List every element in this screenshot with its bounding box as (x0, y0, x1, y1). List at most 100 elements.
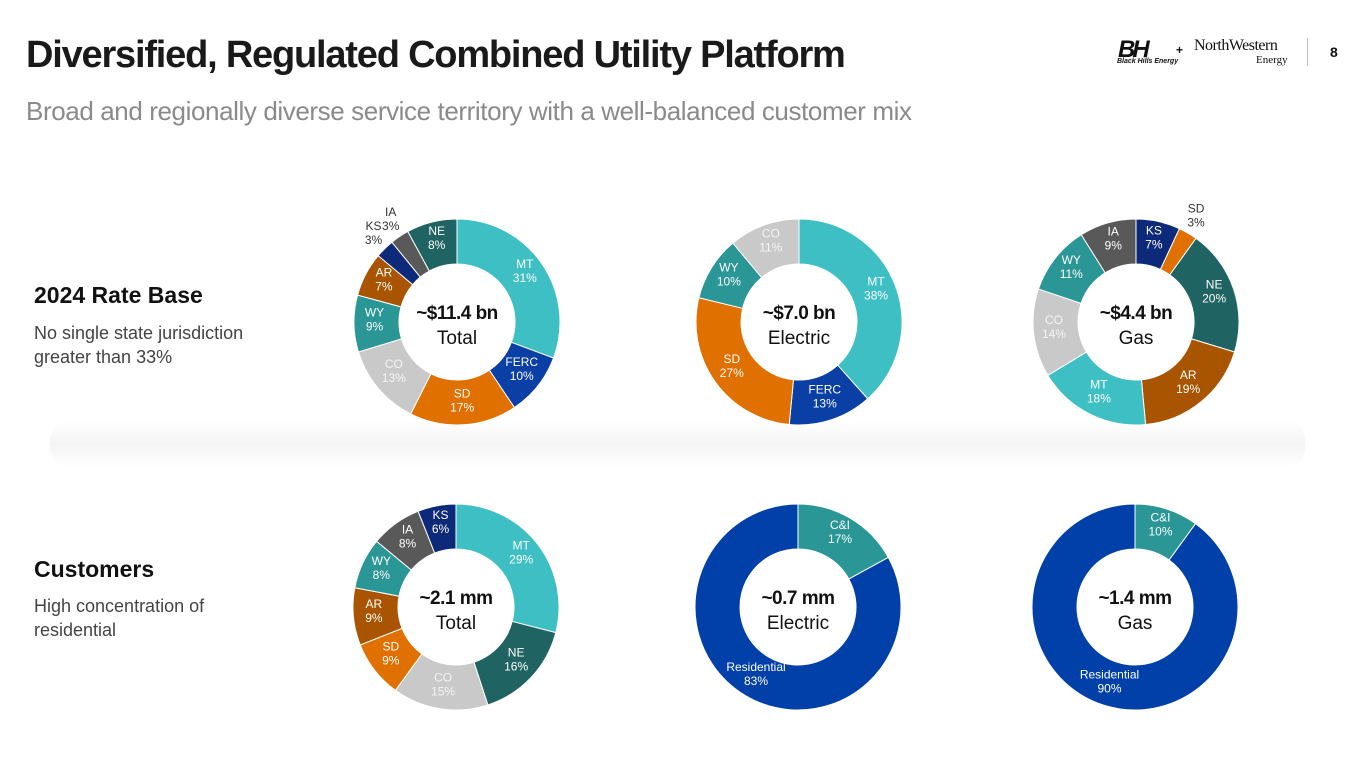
slice-label: MT 29% (509, 538, 533, 566)
center-label: ~0.7 mm (761, 588, 834, 609)
slice-category: AR (366, 597, 383, 611)
slice-value: 9% (366, 319, 384, 333)
slice-label: CO 13% (382, 357, 406, 385)
logo-plus: + (1176, 43, 1184, 57)
slice-label: KS 6% (432, 508, 450, 536)
slice-value: 20% (1202, 292, 1226, 306)
slice-value: 13% (813, 396, 837, 410)
donut-slice (798, 218, 903, 400)
slice-value: 18% (1087, 392, 1111, 406)
donut-slice (732, 218, 800, 279)
slice-label: AR 19% (1176, 368, 1200, 396)
slice-label: Residential 90% (1080, 667, 1139, 695)
slice-category: C&I (1150, 511, 1170, 525)
slice-category: KS (1146, 223, 1162, 237)
donut-slice (694, 503, 902, 711)
slice-value: 17% (828, 532, 852, 546)
slice-value: 90% (1097, 681, 1121, 695)
slice-value: 3% (382, 219, 400, 233)
logo-right-sub: Energy (1256, 54, 1288, 66)
slice-category: WY (719, 261, 738, 275)
slice-value: 9% (365, 611, 383, 625)
slice-category: CO (434, 670, 452, 684)
title: Diversified, Regulated Combined Utility … (26, 34, 846, 76)
slice-label: CO 14% (1042, 313, 1066, 341)
logo-right: NorthWestern (1194, 37, 1278, 54)
center-label: ~$11.4 bn (416, 303, 498, 324)
slice-category: NE (508, 645, 525, 659)
slice-category: WY (1062, 253, 1081, 267)
center-label: ~$7.0 bn (763, 303, 836, 324)
slice-label: NE 16% (504, 645, 528, 673)
slice-label: C&I 10% (1148, 511, 1172, 539)
slice-label: AR 7% (375, 266, 393, 294)
slice-value: 3% (1187, 215, 1205, 229)
center-sublabel: Total (437, 328, 477, 349)
section-heading: Customers (34, 556, 155, 582)
center-sublabel: Gas (1118, 613, 1153, 634)
slice-value: 17% (450, 400, 474, 414)
donut-slice (455, 503, 560, 634)
center-label: ~$4.4 bn (1100, 303, 1173, 324)
page-number: 8 (1330, 44, 1338, 60)
slice-value: 31% (513, 271, 537, 285)
slice-label: WY 9% (365, 305, 384, 333)
slice-category: MT (513, 538, 531, 552)
slice-label: Residential 83% (726, 660, 785, 688)
slice-category: FERC (808, 382, 841, 396)
slice-value: 8% (373, 568, 391, 582)
donut-slice (695, 297, 795, 426)
slice-category: Residential (726, 660, 785, 674)
slice-value: 6% (432, 522, 450, 536)
center-sublabel: Electric (767, 613, 829, 634)
slice-label: NE 20% (1202, 278, 1226, 306)
slice-label: KS 7% (1145, 223, 1163, 251)
slice-label: CO 11% (759, 226, 782, 254)
slice-label: NE 8% (428, 224, 446, 252)
slice-category: MT (867, 275, 885, 289)
slice-category: FERC (505, 355, 538, 369)
donut-slice (456, 218, 561, 359)
slice-category: KS (366, 219, 382, 233)
slice-label: WY 8% (372, 554, 391, 582)
slice-label: MT 31% (513, 257, 537, 285)
slice-category: SD (723, 352, 740, 366)
slice-label: FERC 10% (505, 355, 538, 383)
slice-category: CO (385, 357, 403, 371)
slice-value: 83% (744, 674, 768, 688)
slice-category: AR (1180, 368, 1197, 382)
slice-label: FERC 13% (808, 382, 841, 410)
slice-category: C&I (830, 518, 850, 532)
slice-value: 10% (1148, 525, 1172, 539)
slice-category: MT (516, 257, 534, 271)
slice-label: WY 10% (717, 261, 741, 289)
donut-slice (417, 503, 457, 554)
slice-category: Residential (1080, 667, 1139, 681)
section-heading: 2024 Rate Base (34, 282, 203, 308)
slice-category: CO (1045, 313, 1063, 327)
section-text: No single state jurisdiction greater tha… (34, 323, 244, 367)
slice-category: SD (454, 386, 471, 400)
slice-value: 11% (1060, 267, 1083, 281)
donut-slice (1031, 503, 1239, 711)
slice-category: NE (428, 224, 445, 238)
slice-label: MT 18% (1087, 378, 1111, 406)
logo-mark: BH (1118, 36, 1150, 63)
slice-category: KS (433, 508, 449, 522)
slice-value: 13% (382, 371, 406, 385)
slice-label: SD 9% (382, 640, 400, 668)
slice-value: 11% (759, 240, 782, 254)
donut-slice (1080, 218, 1137, 274)
slice-category: IA (402, 522, 413, 536)
slice-category: MT (1090, 378, 1108, 392)
slice-category: SD (1188, 201, 1205, 215)
slice-label: KS 3% (365, 219, 383, 247)
donut-slice (407, 218, 458, 272)
slice-value: 29% (509, 552, 533, 566)
slice-category: AR (376, 266, 393, 280)
slice-label: MT 38% (864, 275, 888, 303)
divider (1307, 38, 1308, 66)
slice-category: IA (385, 205, 396, 219)
slice-value: 27% (720, 366, 744, 380)
slice-value: 19% (1176, 382, 1200, 396)
